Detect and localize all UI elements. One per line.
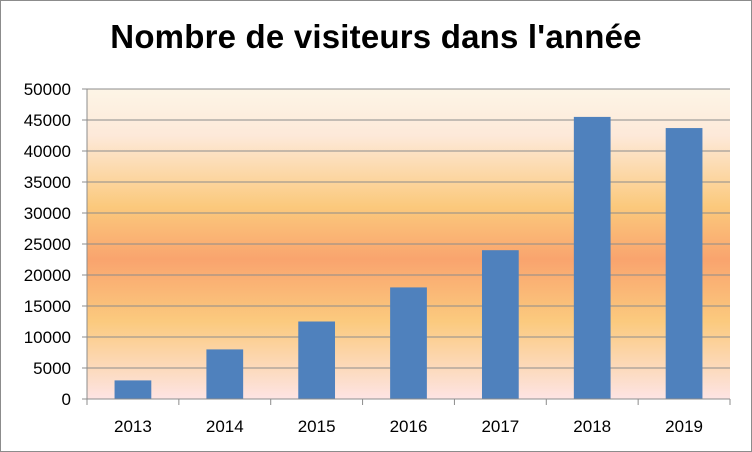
y-tick-label: 0	[62, 390, 71, 409]
y-tick-label: 50000	[24, 80, 71, 99]
chart-title: Nombre de visiteurs dans l'année	[110, 18, 642, 55]
x-tick-label: 2018	[573, 417, 611, 436]
bar-2016	[390, 287, 427, 399]
x-tick-label: 2013	[114, 417, 152, 436]
x-tick-label: 2015	[298, 417, 336, 436]
y-tick-label: 35000	[24, 173, 71, 192]
bar-2013	[114, 380, 152, 399]
y-tick-label: 25000	[24, 235, 71, 254]
y-tick-label: 15000	[24, 297, 71, 316]
bar-2014	[206, 349, 244, 399]
bar-2018	[573, 116, 611, 400]
x-axis-ticks: 2013 2014 2015 2016 2017 2018 2019	[86, 399, 731, 436]
y-tick-label: 20000	[24, 266, 71, 285]
y-axis-ticks: 0 5000 10000 15000 20000 25000 30000 35000 40000…	[24, 80, 87, 409]
bar-2019	[665, 128, 703, 399]
x-tick-label: 2017	[481, 417, 519, 436]
y-tick-label: 10000	[24, 328, 71, 347]
y-tick-label: 5000	[33, 359, 71, 378]
x-tick-label: 2016	[390, 417, 428, 436]
y-tick-label: 30000	[24, 204, 71, 223]
bar-2015	[298, 321, 336, 399]
x-tick-label: 2019	[665, 417, 703, 436]
bars	[114, 116, 703, 400]
y-tick-label: 45000	[24, 111, 71, 130]
x-tick-label: 2014	[206, 417, 244, 436]
y-tick-label: 40000	[24, 142, 71, 161]
bar-2017	[481, 250, 519, 399]
